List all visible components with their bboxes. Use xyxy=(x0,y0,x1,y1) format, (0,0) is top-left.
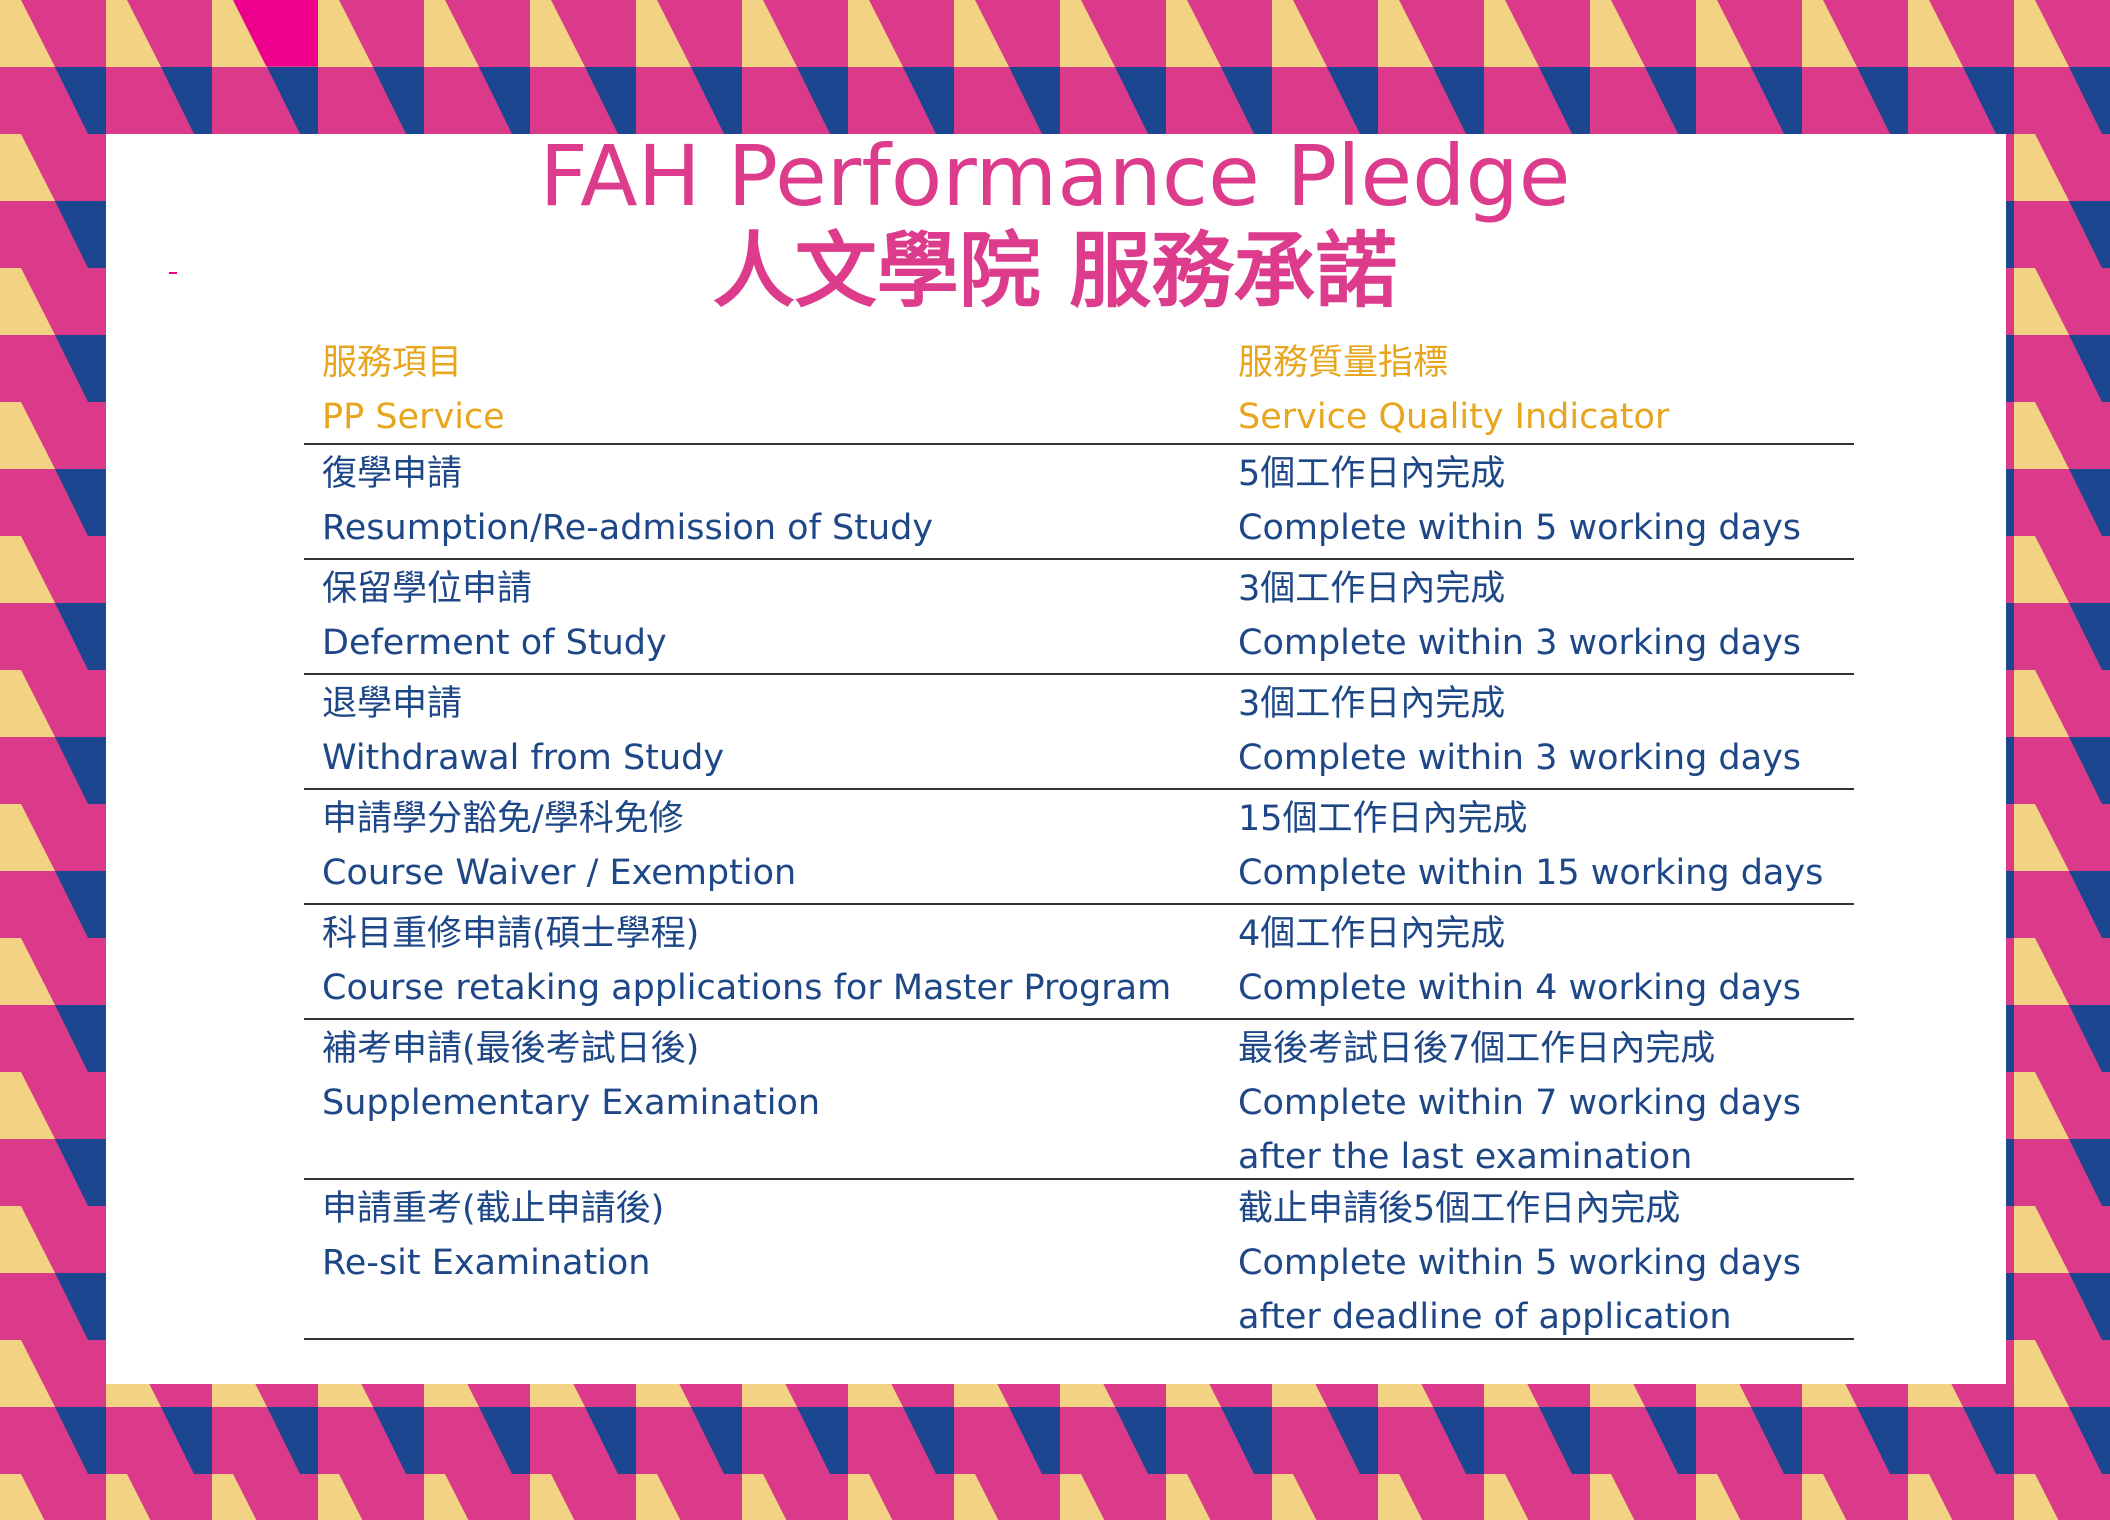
header-service-en: PP Service xyxy=(322,397,505,437)
content-panel xyxy=(106,134,2006,1384)
title-chinese: 人文學院 服務承諾 xyxy=(712,224,1398,319)
header-indicator-en: Service Quality Indicator xyxy=(1238,397,1670,437)
indicator-text: Complete within 3 working days xyxy=(1238,623,1802,663)
indicator-cell: 5個工作日內完成 Complete within 5 working days xyxy=(1238,447,1801,555)
service-cell: 申請重考(截止申請後) Re-sit Examination xyxy=(322,1182,664,1290)
indicator-text: 4個工作日內完成 xyxy=(1238,914,1506,954)
indicator-cell: 15個工作日內完成 Complete within 15 working days xyxy=(1238,792,1823,900)
stray-mark xyxy=(169,272,177,274)
indicator-text: Complete within 5 working days xyxy=(1238,508,1802,548)
service-cell: 退學申請 Withdrawal from Study xyxy=(322,677,724,785)
service-text: 保留學位申請 xyxy=(322,569,533,609)
indicator-cell: 3個工作日內完成 Complete within 3 working days xyxy=(1238,562,1801,670)
service-text: 補考申請(最後考試日後) xyxy=(322,1029,700,1069)
service-text: Course Waiver / Exemption xyxy=(322,853,797,893)
indicator-text: 15個工作日內完成 xyxy=(1238,799,1528,839)
indicator-cell: 4個工作日內完成 Complete within 4 working days xyxy=(1238,907,1801,1015)
table-row: 申請學分豁免/學科免修 Course Waiver / Exemption 15個工… xyxy=(304,790,1854,905)
table-row: 補考申請(最後考試日後) Supplementary Examination 最後考… xyxy=(304,1020,1854,1180)
table-row: 申請重考(截止申請後) Re-sit Examination 截止申請後5個工作日內… xyxy=(304,1180,1854,1340)
indicator-text: Complete within 7 working days xyxy=(1238,1083,1802,1123)
indicator-cell: 3個工作日內完成 Complete within 3 working days xyxy=(1238,677,1801,785)
indicator-text: Complete within 3 working days xyxy=(1238,738,1802,778)
indicator-text: Complete within 5 working days xyxy=(1238,1243,1802,1283)
table-header: 服務項目 PP Service 服務質量指標 Service Quality I… xyxy=(304,336,1854,445)
pledge-table: 服務項目 PP Service 服務質量指標 Service Quality I… xyxy=(304,336,1854,1340)
service-text: 科目重修申請(碩士學程) xyxy=(322,914,700,954)
indicator-text: after the last examination xyxy=(1238,1137,1693,1177)
service-text: 復學申請 xyxy=(322,454,463,494)
service-text: 申請學分豁免/學科免修 xyxy=(322,799,684,839)
table-row: 科目重修申請(碩士學程) Course retaking applications… xyxy=(304,905,1854,1020)
table-row: 復學申請 Resumption/Re-admission of Study 5個工作… xyxy=(304,445,1854,560)
service-cell: 科目重修申請(碩士學程) Course retaking applications… xyxy=(322,907,1171,1015)
service-text: Course retaking applications for Master … xyxy=(322,968,1172,1008)
service-text: Re-sit Examination xyxy=(322,1243,651,1283)
indicator-cell: 最後考試日後7個工作日內完成 Complete within 7 working … xyxy=(1238,1022,1801,1184)
indicator-text: 3個工作日內完成 xyxy=(1238,569,1506,609)
service-cell: 復學申請 Resumption/Re-admission of Study xyxy=(322,447,933,555)
indicator-text: 最後考試日後7個工作日內完成 xyxy=(1238,1029,1716,1069)
table-row: 保留學位申請 Deferment of Study 3個工作日內完成 Complete… xyxy=(304,560,1854,675)
table-row: 退學申請 Withdrawal from Study 3個工作日內完成 Complet… xyxy=(304,675,1854,790)
service-text: Supplementary Examination xyxy=(322,1083,821,1123)
indicator-cell: 截止申請後5個工作日內完成 Complete within 5 working d… xyxy=(1238,1182,1801,1344)
header-indicator-zh: 服務質量指標 xyxy=(1238,343,1449,383)
header-service-zh: 服務項目 xyxy=(322,343,463,383)
indicator-text: 截止申請後5個工作日內完成 xyxy=(1238,1189,1681,1229)
service-text: Deferment of Study xyxy=(322,623,667,663)
indicator-text: 3個工作日內完成 xyxy=(1238,684,1506,724)
header-service: 服務項目 PP Service xyxy=(322,336,505,444)
indicator-text: 5個工作日內完成 xyxy=(1238,454,1506,494)
indicator-text: after deadline of application xyxy=(1238,1297,1732,1337)
service-cell: 補考申請(最後考試日後) Supplementary Examination xyxy=(322,1022,820,1130)
title-english: FAH Performance Pledge xyxy=(539,127,1571,225)
header-indicator: 服務質量指標 Service Quality Indicator xyxy=(1238,336,1669,444)
service-cell: 保留學位申請 Deferment of Study xyxy=(322,562,667,670)
service-text: 退學申請 xyxy=(322,684,463,724)
service-text: 申請重考(截止申請後) xyxy=(322,1189,665,1229)
service-text: Withdrawal from Study xyxy=(322,738,725,778)
indicator-text: Complete within 4 working days xyxy=(1238,968,1802,1008)
indicator-text: Complete within 15 working days xyxy=(1238,853,1824,893)
service-text: Resumption/Re-admission of Study xyxy=(322,508,934,548)
service-cell: 申請學分豁免/學科免修 Course Waiver / Exemption xyxy=(322,792,796,900)
